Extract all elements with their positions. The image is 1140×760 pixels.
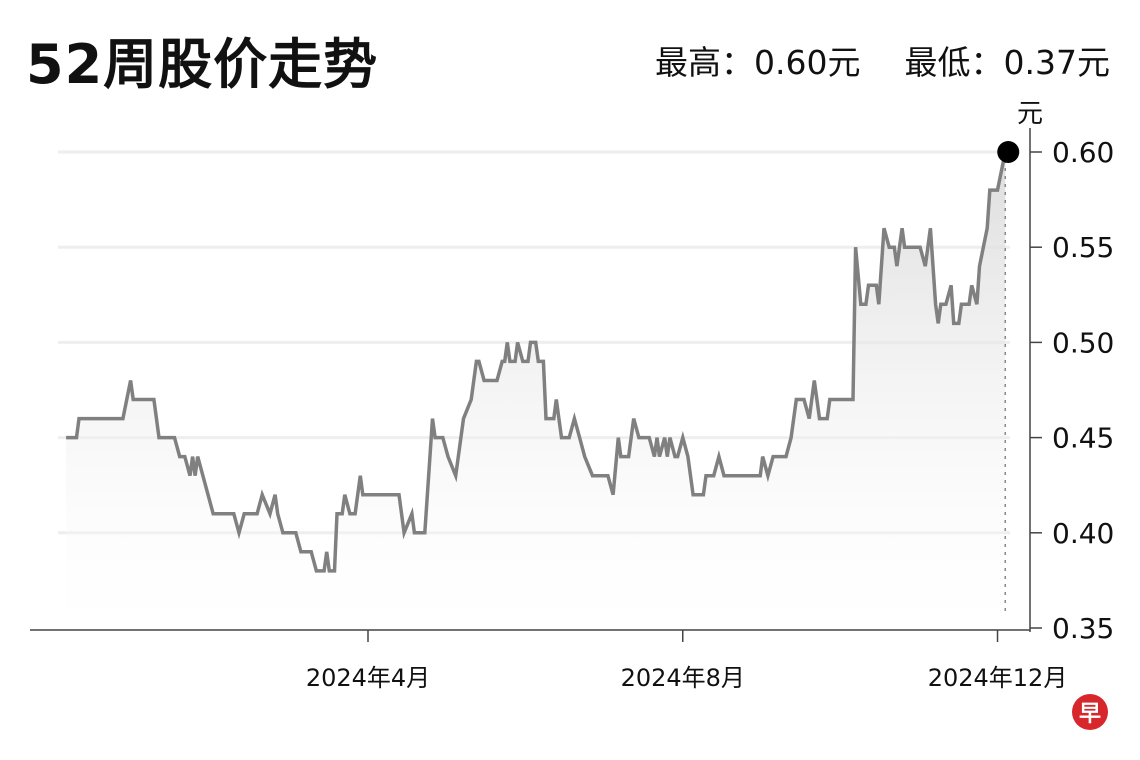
y-tick-label: 0.50 — [1052, 326, 1114, 359]
y-tick-label: 0.60 — [1052, 136, 1114, 169]
chart-title: 52周股价走势 — [26, 33, 379, 96]
low-price: 最低：0.37元 — [904, 43, 1110, 82]
price-stats: 最高：0.60元 最低：0.37元 — [655, 36, 1110, 84]
high-price: 最高：0.60元 — [655, 43, 861, 82]
y-tick-label: 0.45 — [1052, 422, 1114, 455]
y-axis-unit: 元 — [1017, 99, 1043, 129]
y-axis-ticks: 0.35 0.40 0.45 0.50 0.55 0.60 — [1030, 136, 1114, 645]
x-axis-ticks: 2024年4月 2024年8月 2024年12月 — [306, 630, 1068, 692]
x-tick-label: 2024年8月 — [621, 664, 745, 692]
latest-price-marker — [997, 141, 1020, 163]
y-tick-label: 0.40 — [1052, 517, 1114, 550]
x-tick-label: 2024年12月 — [928, 664, 1068, 692]
price-area-fill — [66, 152, 1006, 628]
y-tick-label: 0.55 — [1052, 231, 1114, 264]
price-line — [66, 151, 1008, 573]
zaobao-logo: 早 — [1072, 694, 1108, 730]
y-tick-label: 0.35 — [1052, 612, 1114, 645]
x-tick-label: 2024年4月 — [306, 664, 430, 692]
